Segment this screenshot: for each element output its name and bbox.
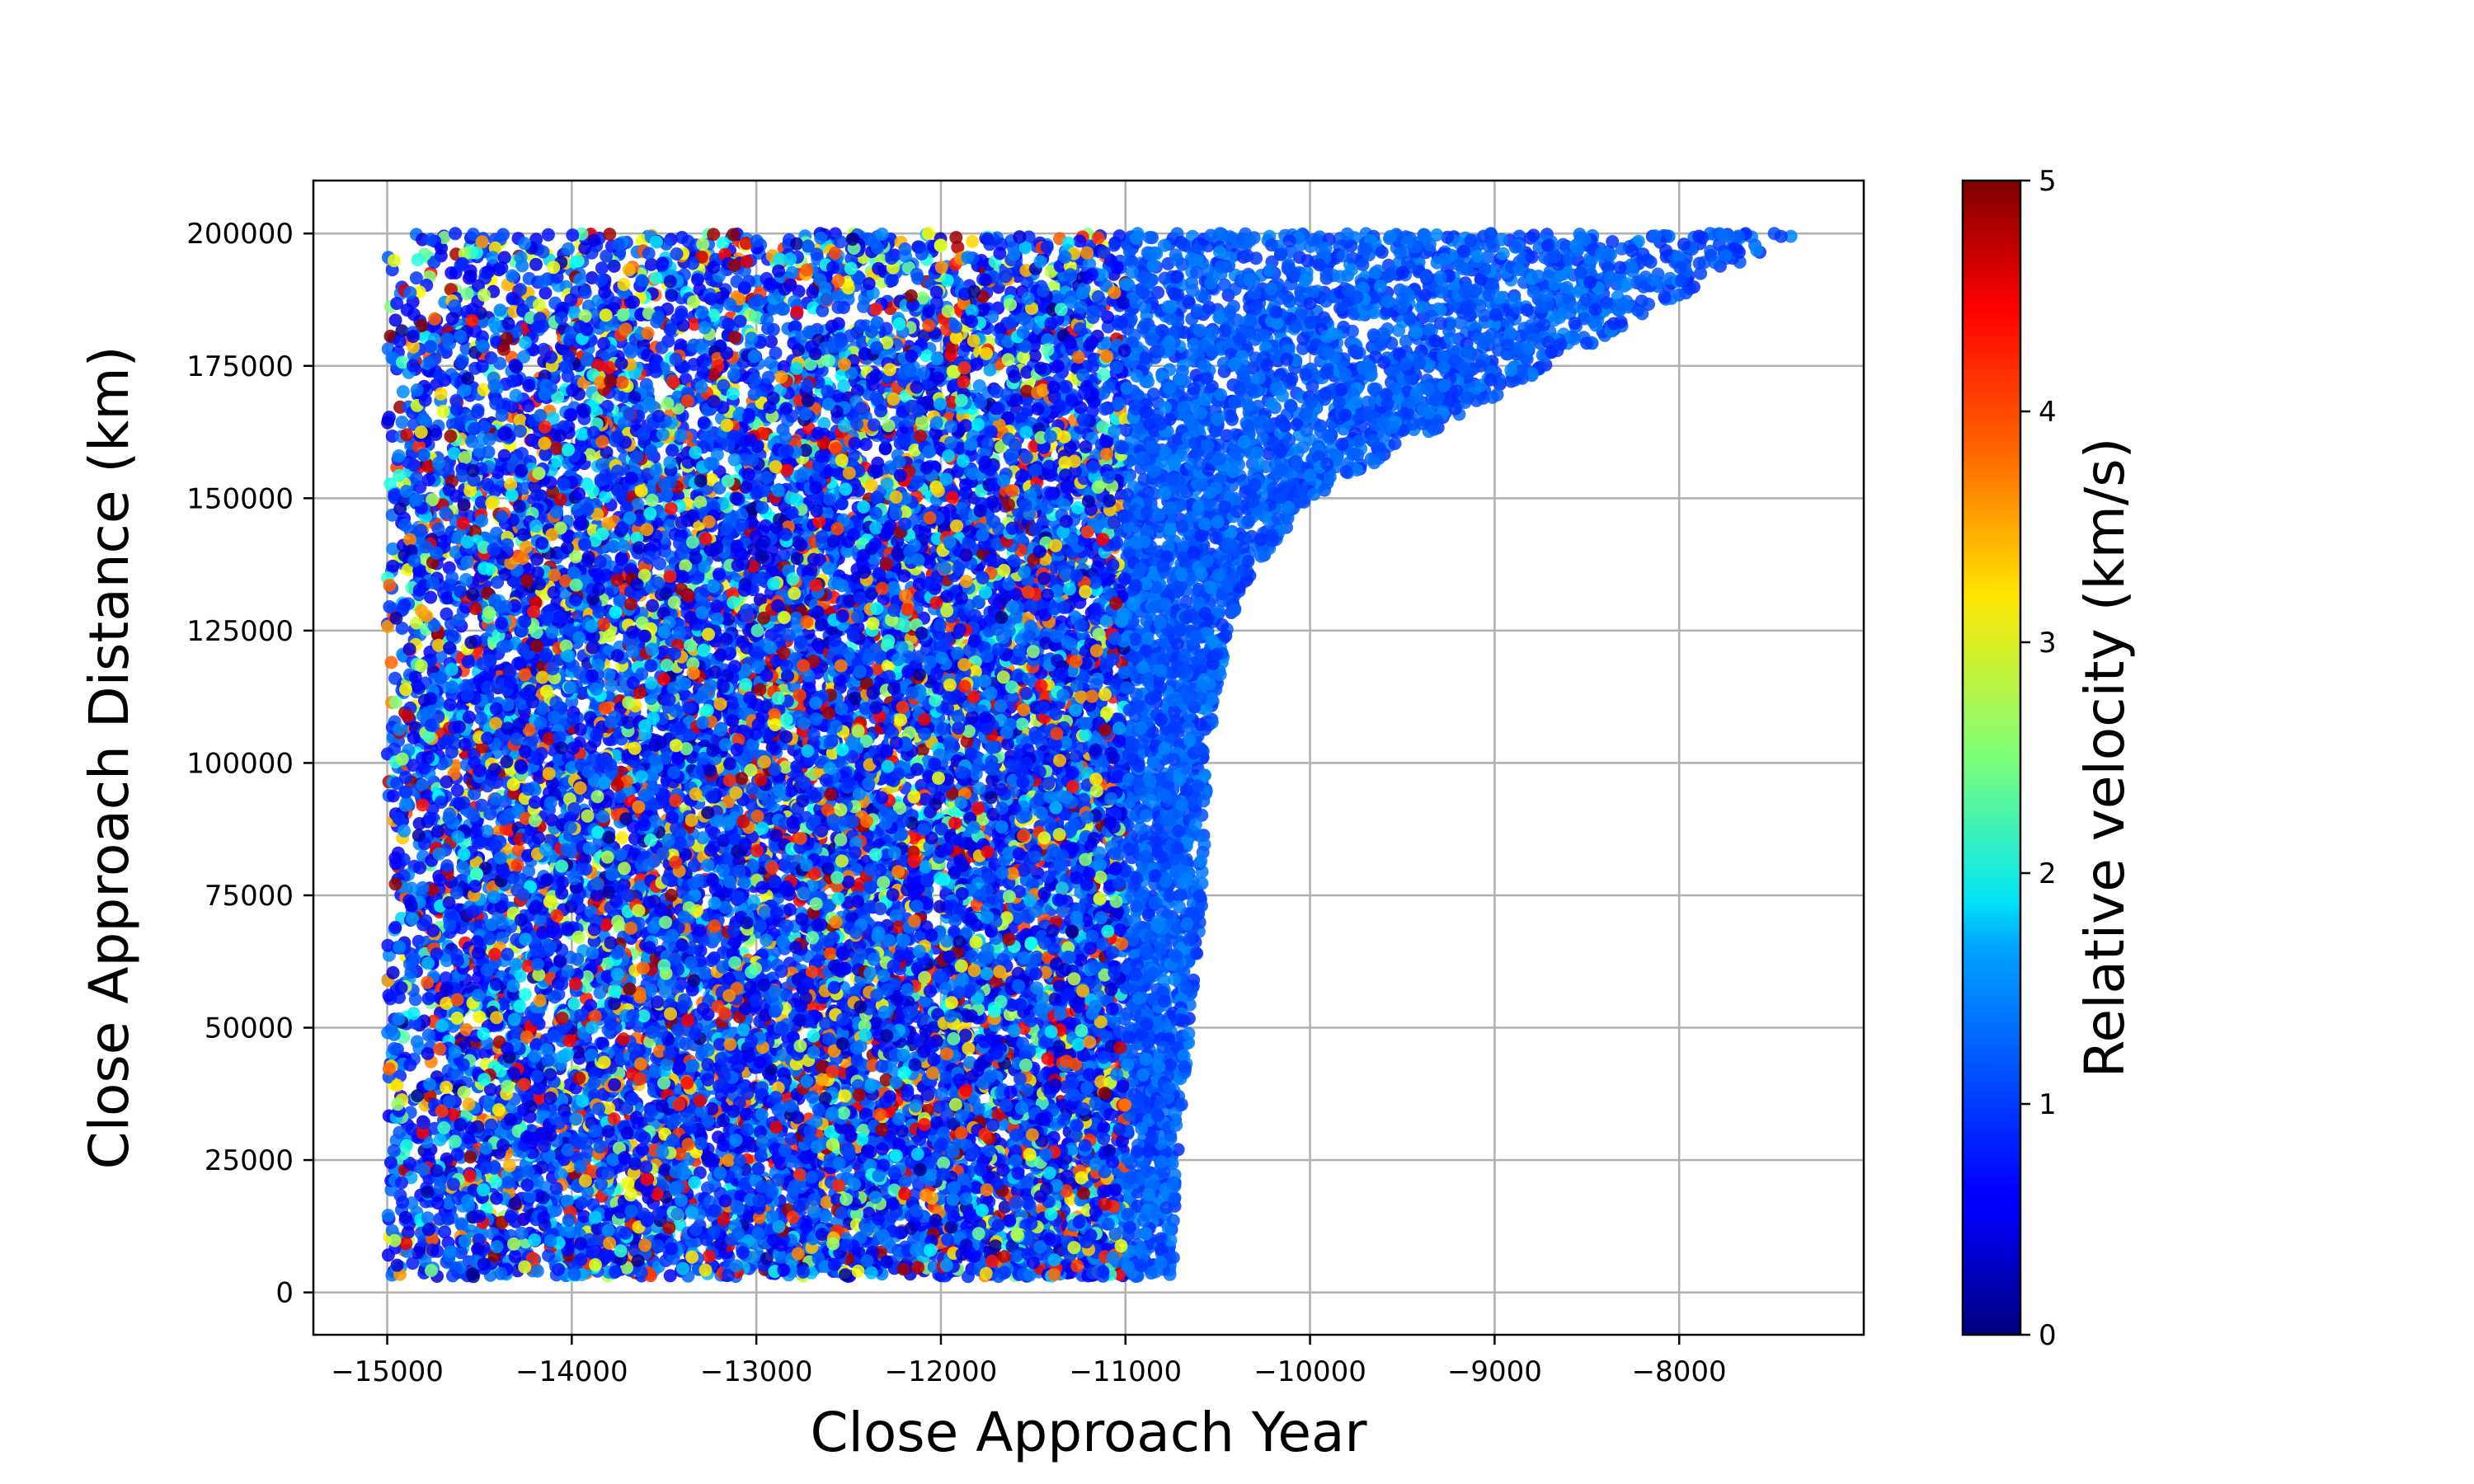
scatter-point: [764, 335, 778, 349]
scatter-point: [878, 442, 892, 456]
scatter-point: [382, 989, 396, 1003]
scatter-point: [386, 789, 400, 803]
scatter-point: [450, 783, 464, 797]
scatter-points: [380, 227, 1798, 1284]
scatter-point: [539, 286, 553, 300]
scatter-point: [663, 1269, 677, 1283]
scatter-point: [653, 556, 667, 571]
scatter-point: [1189, 369, 1203, 383]
scatter-point: [382, 948, 396, 962]
